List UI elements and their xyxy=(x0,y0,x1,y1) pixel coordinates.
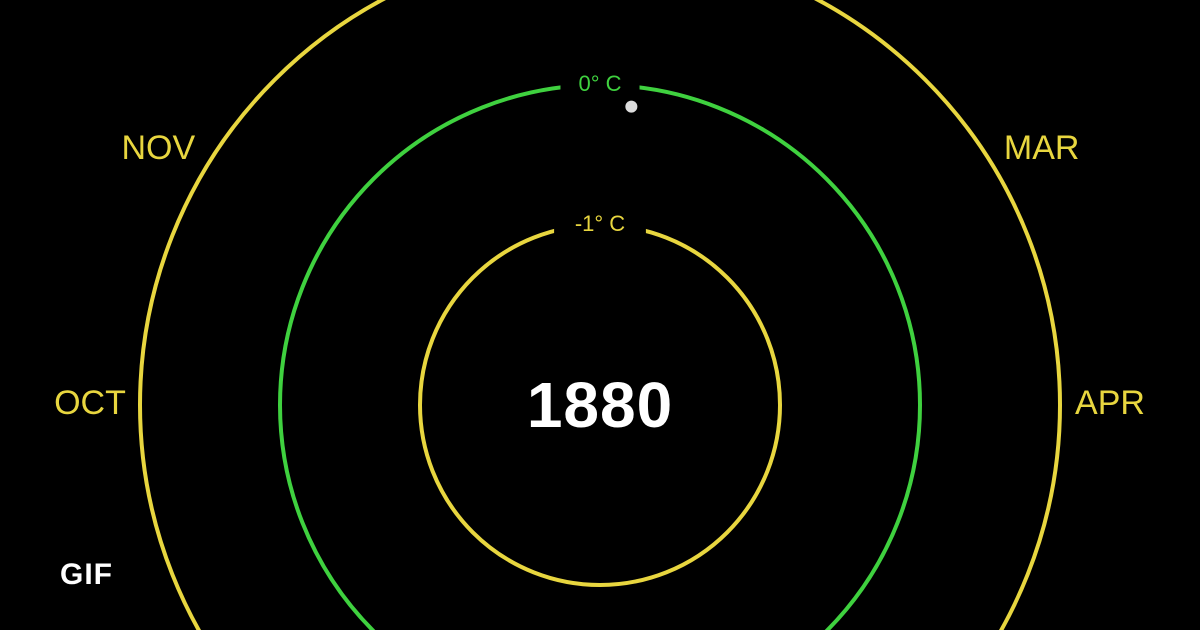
month-label-nov: NOV xyxy=(121,129,195,167)
ring-middle-label: 0° C xyxy=(578,71,621,96)
spiral-chart-svg: -1° C0° CMARAPRMAYSEPOCTNOV xyxy=(0,0,1200,630)
ring-inner-label: -1° C xyxy=(575,211,625,236)
gif-badge: GIF xyxy=(60,558,113,592)
month-label-apr: APR xyxy=(1075,384,1145,422)
climate-spiral-frame: -1° C0° CMARAPRMAYSEPOCTNOV 1880 GIF xyxy=(0,0,1200,630)
data-point-dot xyxy=(625,101,637,113)
year-label: 1880 xyxy=(527,373,673,437)
month-label-mar: MAR xyxy=(1004,129,1080,167)
month-label-oct: OCT xyxy=(54,384,126,422)
ring-middle xyxy=(280,85,920,630)
